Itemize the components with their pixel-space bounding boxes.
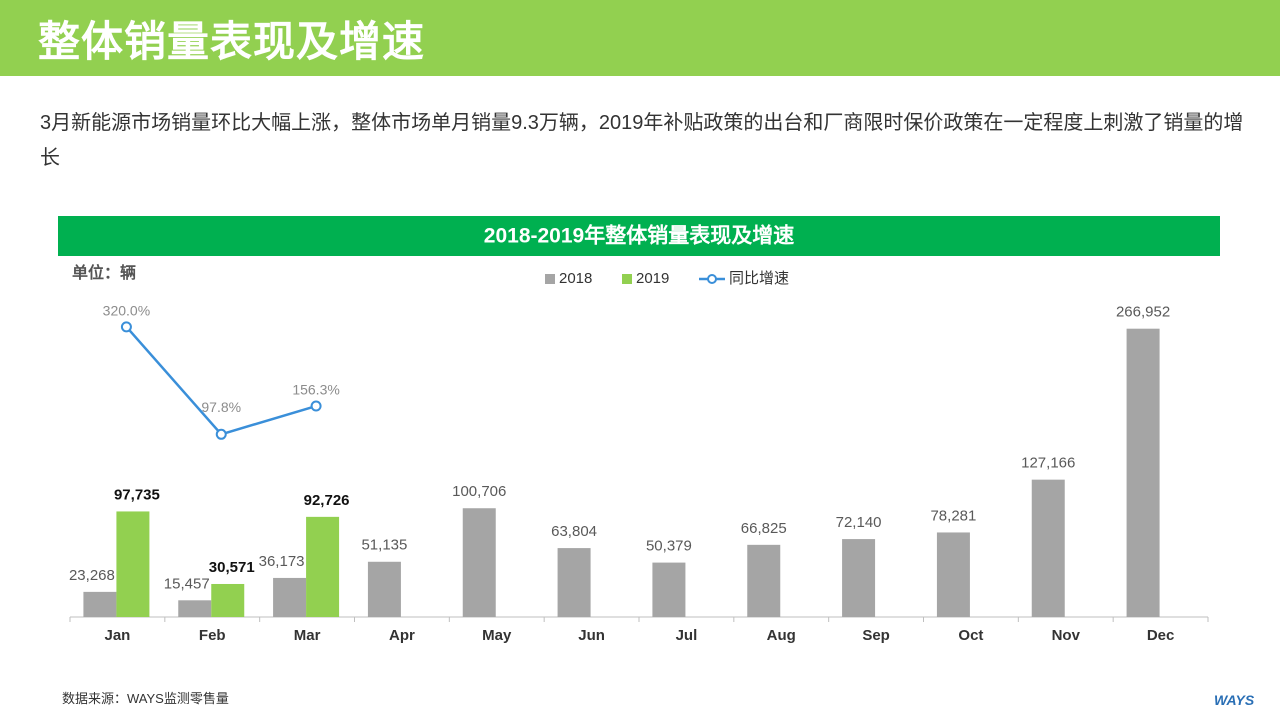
data-label: 78,281	[930, 507, 976, 524]
data-label: 66,825	[741, 520, 787, 537]
description: 3月新能源市场销量环比大幅上涨，整体市场单月销量9.3万辆，2019年补贴政策的…	[40, 112, 1244, 169]
data-label: 266,952	[1116, 304, 1170, 321]
line-marker	[120, 321, 132, 333]
legend-label: 2018	[559, 270, 592, 287]
x-tick-label: Jan	[104, 627, 130, 644]
legend-label: 2019	[636, 270, 669, 287]
unit-label: 单位：辆	[72, 263, 136, 282]
bar	[652, 562, 686, 617]
data-label: 92,726	[304, 492, 350, 509]
x-tick-label: Sep	[862, 627, 890, 644]
legend-swatch	[545, 274, 555, 284]
line-marker	[310, 400, 322, 412]
data-label: 127,166	[1021, 455, 1075, 472]
bar	[1126, 328, 1160, 617]
logo: WAYS	[1214, 692, 1255, 708]
legend-swatch	[622, 274, 632, 284]
data-label: 51,135	[361, 537, 407, 554]
header-bar: 整体销量表现及增速	[0, 0, 1280, 76]
source: 数据来源：WAYS监测零售量	[62, 691, 229, 706]
data-label: 97.8%	[201, 399, 241, 415]
x-tick-label: Jun	[578, 627, 605, 644]
chart-title: 2018-2019年整体销量表现及增速	[484, 224, 794, 248]
bar	[211, 583, 245, 617]
data-label: 15,457	[164, 575, 210, 592]
line-marker	[215, 428, 227, 440]
x-tick-label: Aug	[767, 627, 796, 644]
x-tick-label: Nov	[1052, 627, 1081, 644]
bar	[273, 577, 307, 617]
x-tick-label: Oct	[958, 627, 983, 644]
bar	[367, 561, 401, 617]
bar	[83, 591, 117, 617]
data-label: 36,173	[259, 553, 305, 570]
data-label: 100,706	[452, 483, 506, 500]
chart-title-bar	[58, 216, 1220, 256]
bar	[306, 516, 340, 617]
x-tick-label: May	[482, 627, 512, 644]
bar	[557, 548, 591, 617]
x-tick-label: Mar	[294, 627, 321, 644]
data-label: 63,804	[551, 523, 597, 540]
x-tick-label: Dec	[1147, 627, 1175, 644]
line	[125, 326, 317, 436]
bar	[462, 508, 496, 617]
data-label: 23,268	[69, 567, 115, 584]
legend-marker	[707, 274, 717, 284]
data-label: 50,379	[646, 538, 692, 555]
bar	[116, 511, 150, 617]
slide-title: 整体销量表现及增速	[38, 18, 426, 65]
x-tick-label: Apr	[389, 627, 415, 644]
bar	[178, 600, 212, 617]
data-label: 30,571	[209, 559, 255, 576]
legend-label: 同比增速	[729, 270, 789, 287]
bar	[936, 532, 970, 617]
data-label: 320.0%	[103, 303, 150, 319]
bar	[1031, 479, 1065, 617]
x-tick-label: Jul	[676, 627, 698, 644]
data-label: 97,735	[114, 486, 160, 503]
data-label: 72,140	[836, 514, 882, 531]
bar	[747, 544, 781, 617]
x-tick-label: Feb	[199, 627, 226, 644]
data-label: 156.3%	[292, 382, 339, 398]
bar	[842, 539, 876, 617]
